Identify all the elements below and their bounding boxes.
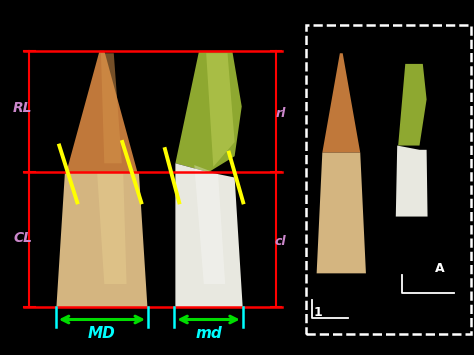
- Text: 1: 1: [313, 306, 322, 319]
- Polygon shape: [175, 51, 242, 172]
- Polygon shape: [66, 51, 137, 172]
- Text: rl: rl: [275, 107, 286, 120]
- Polygon shape: [175, 163, 243, 307]
- Text: MD: MD: [88, 326, 116, 341]
- Polygon shape: [206, 53, 235, 167]
- Polygon shape: [317, 153, 366, 273]
- Text: md: md: [195, 326, 222, 341]
- Bar: [306, 25, 471, 334]
- Polygon shape: [322, 53, 360, 153]
- Polygon shape: [396, 146, 428, 217]
- Polygon shape: [97, 173, 127, 284]
- Polygon shape: [56, 172, 147, 307]
- Text: A: A: [435, 262, 445, 274]
- Polygon shape: [101, 53, 122, 163]
- Text: cl: cl: [275, 235, 286, 248]
- Text: RL: RL: [13, 101, 33, 115]
- Polygon shape: [194, 165, 225, 284]
- Text: CL: CL: [13, 231, 32, 245]
- Polygon shape: [398, 64, 427, 146]
